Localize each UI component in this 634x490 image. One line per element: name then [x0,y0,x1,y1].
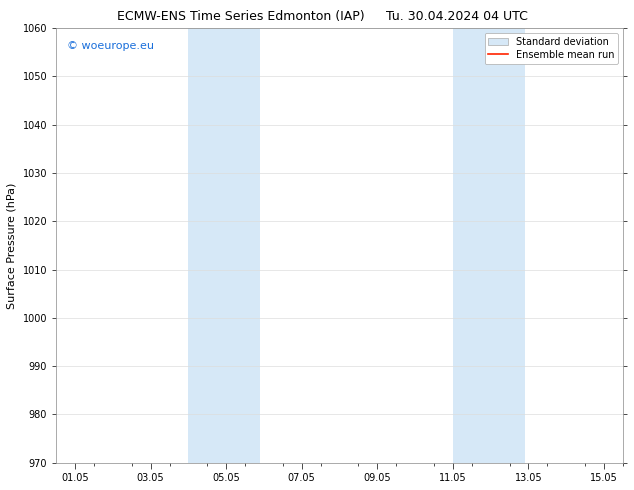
Y-axis label: Surface Pressure (hPa): Surface Pressure (hPa) [7,182,17,309]
Bar [453,28,525,463]
Text: ECMW-ENS Time Series Edmonton (IAP): ECMW-ENS Time Series Edmonton (IAP) [117,10,365,23]
Legend: Standard deviation, Ensemble mean run: Standard deviation, Ensemble mean run [484,33,618,64]
Bar [188,28,260,463]
Text: Tu. 30.04.2024 04 UTC: Tu. 30.04.2024 04 UTC [385,10,527,23]
Text: © woeurope.eu: © woeurope.eu [67,41,155,51]
